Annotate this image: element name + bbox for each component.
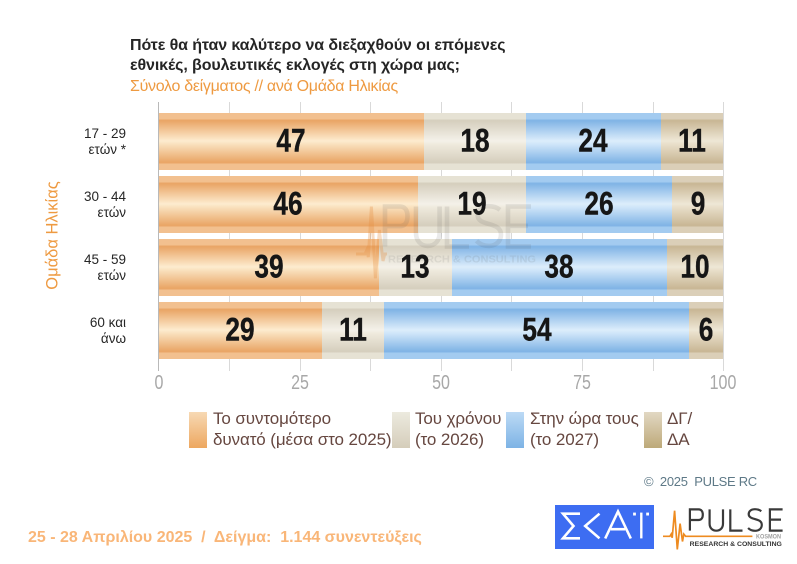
svg-text:KOSMON: KOSMON [756, 534, 781, 541]
svg-text:RESEARCH & CONSULTING: RESEARCH & CONSULTING [690, 541, 782, 548]
svg-text:RESEARCH & CONSULTING: RESEARCH & CONSULTING [388, 255, 536, 266]
